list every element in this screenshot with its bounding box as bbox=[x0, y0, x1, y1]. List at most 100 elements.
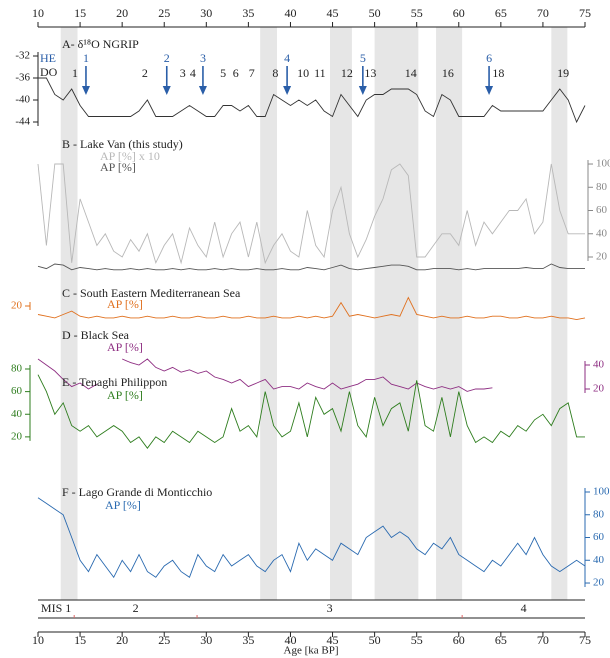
x-tick-label: 75 bbox=[579, 6, 591, 20]
he-arrowhead bbox=[485, 86, 494, 95]
he-arrowhead bbox=[283, 86, 292, 95]
y-tick-label: -40 bbox=[15, 94, 30, 106]
series-line bbox=[37, 296, 586, 321]
x-tick-label: 55 bbox=[411, 633, 423, 647]
do-event-label: 13 bbox=[364, 66, 376, 80]
legend-label: AP [%] x 10 bbox=[100, 149, 160, 163]
do-event-label: 11 bbox=[314, 66, 326, 80]
y-tick-label: 20 bbox=[596, 251, 608, 263]
y-tick-label: 60 bbox=[593, 531, 605, 543]
panel-title: E - Tenaghi Philippon bbox=[62, 375, 167, 389]
x-tick-label: 30 bbox=[200, 633, 212, 647]
x-tick-label: 55 bbox=[411, 6, 423, 20]
panel-title: A- δ¹⁸O NGRIP bbox=[62, 37, 139, 51]
do-event-label: 19 bbox=[557, 66, 569, 80]
y-tick-label: 80 bbox=[593, 508, 605, 520]
legend-label: AP [%] bbox=[100, 160, 136, 174]
series-line bbox=[37, 358, 493, 392]
y-tick-label: 40 bbox=[596, 227, 608, 239]
do-event-label: 4 bbox=[190, 66, 196, 80]
do-event-label: 14 bbox=[405, 66, 417, 80]
do-event-label: 1 bbox=[72, 66, 78, 80]
legend-label: AP [%] bbox=[107, 388, 143, 402]
x-tick-label: 40 bbox=[284, 6, 296, 20]
legend-label: AP [%] bbox=[107, 340, 143, 354]
series-line bbox=[37, 263, 585, 271]
do-event-label: 6 bbox=[233, 66, 239, 80]
y-tick-label: 40 bbox=[593, 359, 605, 371]
he-arrowhead bbox=[162, 86, 171, 95]
stadial-band bbox=[551, 27, 568, 600]
y-tick-label: 60 bbox=[596, 204, 608, 216]
y-tick-label: 20 bbox=[593, 383, 605, 395]
stadial-band bbox=[60, 27, 78, 600]
legend-label: AP [%] bbox=[105, 498, 141, 512]
x-axis-title: Age [ka BP] bbox=[284, 645, 339, 657]
stadial-band bbox=[374, 27, 419, 600]
do-event-label: 5 bbox=[220, 66, 226, 80]
x-tick-label: 25 bbox=[158, 633, 170, 647]
he-event-label: 5 bbox=[360, 51, 366, 65]
he-event-label: 4 bbox=[284, 51, 290, 65]
x-tick-label: 20 bbox=[116, 633, 128, 647]
x-tick-label: 10 bbox=[32, 6, 44, 20]
mis-label: 2 bbox=[133, 601, 139, 615]
x-tick-label: 70 bbox=[537, 6, 549, 20]
x-tick-label: 25 bbox=[158, 6, 170, 20]
y-tick-label: 60 bbox=[11, 385, 23, 397]
mis-label: 3 bbox=[327, 601, 333, 615]
do-event-label: 10 bbox=[297, 66, 309, 80]
mis-label: 4 bbox=[521, 601, 527, 615]
y-tick-label: 80 bbox=[11, 363, 23, 375]
he-arrowhead bbox=[81, 86, 90, 95]
panel-title: C - South Eastern Mediterranean Sea bbox=[62, 286, 241, 300]
do-event-label: 7 bbox=[249, 66, 255, 80]
stadial-band bbox=[260, 27, 277, 600]
stadial-band bbox=[330, 27, 352, 600]
x-tick-label: 60 bbox=[453, 6, 465, 20]
stadial-band bbox=[436, 27, 463, 600]
he-arrowhead bbox=[198, 86, 207, 95]
mis-label: MIS 1 bbox=[41, 601, 71, 615]
legend-label: AP [%] bbox=[107, 297, 143, 311]
do-event-label: 8 bbox=[272, 66, 278, 80]
he-event-label: 3 bbox=[200, 51, 206, 65]
he-label: HE bbox=[40, 51, 56, 65]
do-event-label: 3 bbox=[180, 66, 186, 80]
x-tick-label: 30 bbox=[200, 6, 212, 20]
panel-title: B - Lake Van (this study) bbox=[62, 137, 183, 151]
he-event-label: 6 bbox=[486, 51, 492, 65]
x-tick-label: 15 bbox=[74, 633, 86, 647]
x-tick-label: 40 bbox=[284, 633, 296, 647]
do-label: DO bbox=[40, 65, 58, 79]
x-tick-label: 10 bbox=[32, 633, 44, 647]
x-tick-label: 70 bbox=[537, 633, 549, 647]
panel-title: D - Black Sea bbox=[62, 328, 130, 342]
x-tick-label: 60 bbox=[453, 633, 465, 647]
y-tick-label: 80 bbox=[596, 181, 608, 193]
y-tick-label: -36 bbox=[15, 72, 30, 84]
y-tick-label: -32 bbox=[15, 50, 30, 62]
x-tick-label: 75 bbox=[579, 633, 591, 647]
x-tick-label: 15 bbox=[74, 6, 86, 20]
y-tick-label: 100 bbox=[596, 158, 610, 170]
x-tick-label: 50 bbox=[369, 633, 381, 647]
series-line bbox=[37, 497, 586, 579]
series-line bbox=[37, 163, 585, 265]
x-tick-label: 20 bbox=[116, 6, 128, 20]
do-event-label: 12 bbox=[341, 66, 353, 80]
x-tick-label: 50 bbox=[369, 6, 381, 20]
x-tick-label: 45 bbox=[327, 6, 339, 20]
x-tick-label: 35 bbox=[242, 633, 254, 647]
series-line bbox=[38, 77, 586, 124]
panel-title: F - Lago Grande di Monticchio bbox=[62, 485, 212, 499]
x-tick-label: 35 bbox=[242, 6, 254, 20]
he-arrowhead bbox=[358, 86, 367, 95]
series-line bbox=[37, 374, 585, 449]
do-event-label: 2 bbox=[142, 66, 148, 80]
y-tick-label: 100 bbox=[593, 486, 610, 498]
do-event-label: 16 bbox=[442, 66, 454, 80]
y-tick-label: 40 bbox=[593, 554, 605, 566]
y-tick-label: 20 bbox=[593, 577, 605, 589]
x-tick-label: 45 bbox=[327, 633, 339, 647]
